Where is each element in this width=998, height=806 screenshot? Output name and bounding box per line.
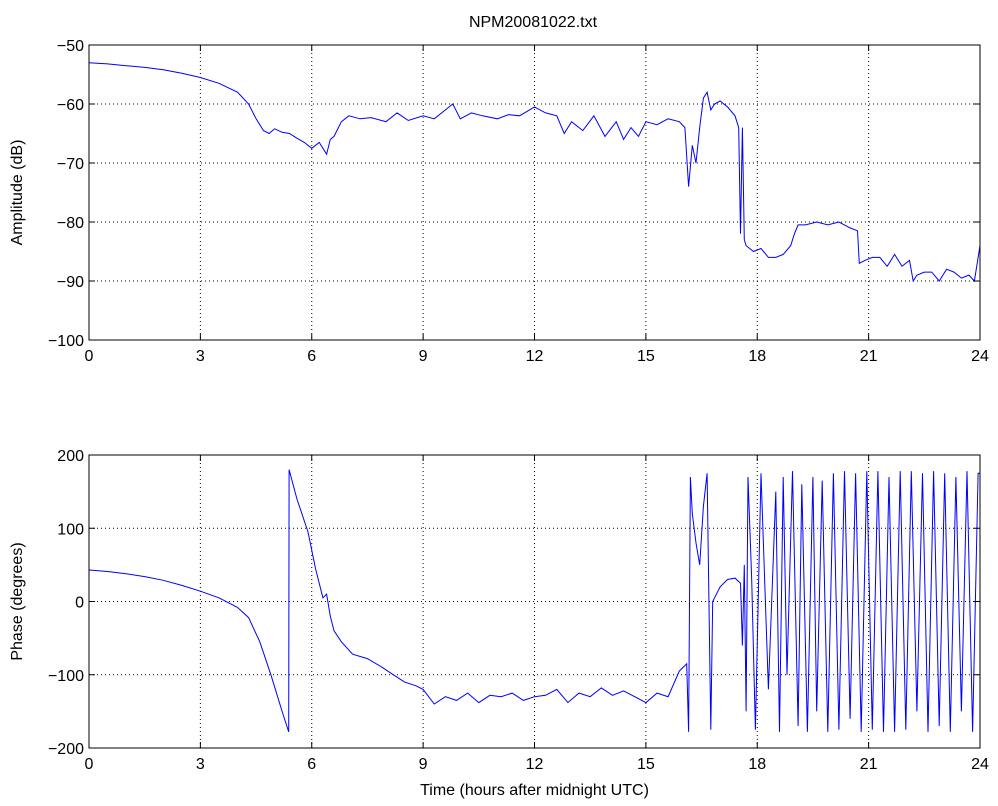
amplitude-ticks: 0 3 6 9 12 15 18 21 24 −50 −60 −70 −80 −90 −100 [48,38,989,365]
phase-x-tick-label: 0 [85,756,94,773]
amplitude-x-tick-label: 21 [860,348,878,365]
phase-x-axis-label: Time (hours after midnight UTC) [420,782,649,799]
amplitude-y-axis-label: Amplitude (dB) [9,140,26,246]
amplitude-y-tick-label: −100 [48,333,84,350]
phase-x-tick-label: 9 [419,756,428,773]
phase-x-tick-label: 18 [748,756,766,773]
phase-grid [89,455,980,748]
phase-series-line [88,469,980,733]
phase-y-tick-label: 0 [75,595,84,612]
amplitude-y-tick-label: −50 [57,38,84,55]
phase-x-tick-label: 3 [196,756,205,773]
phase-x-tick-label: 12 [526,756,544,773]
amplitude-y-tick-label: −70 [57,156,84,173]
phase-x-tick-label: 24 [971,756,989,773]
phase-x-tick-label: 15 [637,756,655,773]
amplitude-x-tick-label: 3 [196,348,205,365]
phase-x-tick-label: 6 [307,756,316,773]
phase-x-tick-label: 21 [860,756,878,773]
amplitude-x-tick-label: 18 [748,348,766,365]
phase-y-tick-label: 200 [57,448,84,465]
phase-y-axis-label: Phase (degrees) [9,542,26,660]
phase-ticks: 0 3 6 9 12 15 18 21 24 200 100 0 −100 −200 [48,448,989,773]
phase-plot: 0 3 6 9 12 15 18 21 24 200 100 0 −100 −200 Phase (deg… [9,448,989,799]
amplitude-y-tick-label: −60 [57,97,84,114]
phase-y-tick-label: −200 [48,741,84,758]
amplitude-y-tick-label: −80 [57,215,84,232]
amplitude-plot: 0 3 6 9 12 15 18 21 24 −50 −60 −70 −80 −90 −100 Amplit… [9,38,989,365]
amplitude-y-tick-label: −90 [57,274,84,291]
amplitude-x-tick-label: 24 [971,348,989,365]
phase-y-tick-label: 100 [57,521,84,538]
amplitude-grid [89,45,980,340]
amplitude-x-tick-label: 9 [419,348,428,365]
amplitude-x-tick-label: 0 [85,348,94,365]
amplitude-x-tick-label: 12 [526,348,544,365]
amplitude-x-tick-label: 6 [307,348,316,365]
amplitude-x-tick-label: 15 [637,348,655,365]
phase-y-tick-label: −100 [48,668,84,685]
figure-title: NPM20081022.txt [469,14,598,31]
amplitude-series-line [88,62,981,283]
